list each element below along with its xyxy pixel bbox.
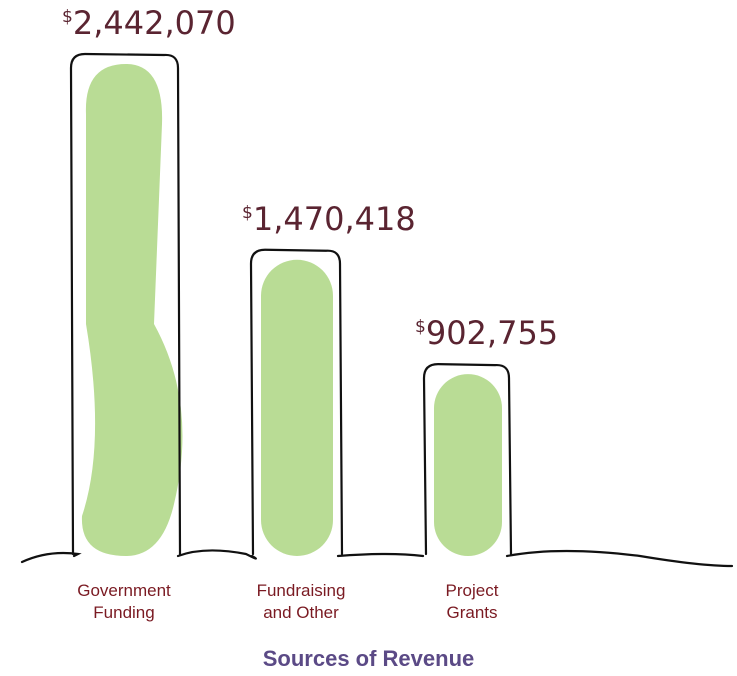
chart-title: Sources of Revenue: [262, 646, 475, 671]
category-label: Grants: [446, 603, 497, 622]
value-amount: 902,755: [426, 314, 558, 352]
category-label: Funding: [93, 603, 154, 622]
value-label: $1,470,418: [242, 200, 416, 238]
bar-outline: [249, 248, 344, 556]
bar-fill: [81, 64, 183, 556]
labels-layer: $2,442,070 Government Funding $1,470,418 Fun…: [62, 4, 558, 622]
category-label: Project: [446, 581, 499, 600]
bar-outline: [69, 52, 182, 556]
bar-outlines-layer: [69, 52, 513, 556]
category-label: Government: [77, 581, 171, 600]
bars-layer: [81, 64, 502, 556]
currency-symbol: $: [415, 317, 426, 337]
hand-drawn-baseline: [20, 549, 734, 568]
value-amount: 1,470,418: [253, 200, 416, 238]
value-label: $2,442,070: [62, 4, 236, 42]
value-label: $902,755: [415, 314, 558, 352]
category-label: Fundraising: [257, 581, 346, 600]
currency-symbol: $: [242, 203, 253, 223]
currency-symbol: $: [62, 7, 73, 27]
bar-fill: [434, 374, 502, 556]
value-amount: 2,442,070: [73, 4, 236, 42]
bar-fill: [261, 259, 333, 556]
bar-outline: [422, 363, 513, 556]
category-label: and Other: [263, 603, 339, 622]
